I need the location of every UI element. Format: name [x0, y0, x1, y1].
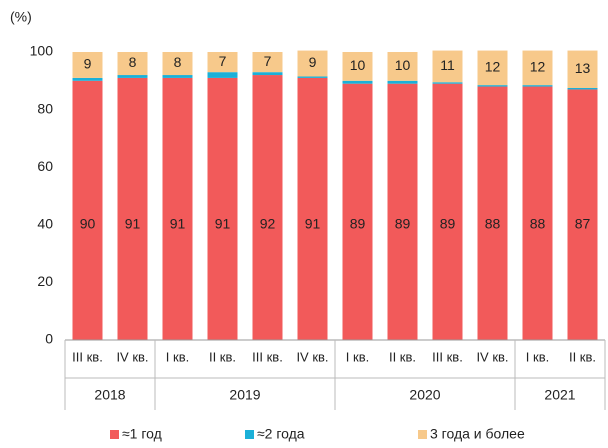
- bar-segment: [432, 82, 463, 84]
- data-label: 11: [440, 57, 455, 73]
- x-tick-label: II кв.: [389, 349, 416, 364]
- bar-segment: [162, 77, 193, 341]
- data-label: 7: [219, 53, 227, 69]
- legend-swatch: [110, 430, 119, 439]
- bar-segment: [252, 72, 283, 76]
- bar-segment: [297, 77, 328, 341]
- data-label: 7: [264, 53, 272, 69]
- y-tick-label: 20: [37, 273, 53, 289]
- legend-label: ≈2 года: [257, 426, 305, 442]
- x-tick-label: III кв.: [72, 349, 103, 364]
- data-label: 89: [440, 216, 456, 232]
- y-tick-label: 0: [45, 331, 53, 347]
- data-label: 89: [395, 216, 411, 232]
- data-label: 89: [350, 216, 366, 232]
- bar-segment: [207, 77, 238, 341]
- bar-segment: [567, 88, 598, 90]
- bar-segment: [117, 52, 148, 76]
- bar-segment: [387, 83, 418, 341]
- bar-segment: [342, 52, 373, 81]
- bar-segment: [72, 52, 103, 78]
- data-label: 13: [575, 60, 591, 76]
- data-label: 12: [485, 59, 501, 75]
- data-label: 92: [260, 216, 276, 232]
- data-label: 8: [129, 54, 137, 70]
- x-tick-label: IV кв.: [476, 349, 508, 364]
- data-label: 10: [350, 57, 366, 73]
- x-tick-label: III кв.: [252, 349, 283, 364]
- bar-segment: [387, 80, 418, 84]
- x-group-label: 2021: [544, 387, 575, 403]
- bar-segment: [477, 85, 508, 87]
- bar-segment: [252, 75, 283, 340]
- bar-segment: [387, 52, 418, 81]
- data-label: 9: [309, 54, 317, 70]
- bar-segment: [297, 76, 328, 78]
- x-group-label: 2018: [94, 387, 125, 403]
- data-label: 91: [125, 216, 141, 232]
- bar-segment: [342, 83, 373, 341]
- bar-segment: [432, 83, 463, 341]
- data-label: 91: [215, 216, 231, 232]
- x-tick-label: IV кв.: [116, 349, 148, 364]
- x-tick-label: I кв.: [166, 349, 189, 364]
- x-tick-label: IV кв.: [296, 349, 328, 364]
- x-tick-label: I кв.: [346, 349, 369, 364]
- data-label: 91: [305, 216, 321, 232]
- x-tick-label: II кв.: [209, 349, 236, 364]
- legend-label: 3 года и более: [430, 426, 525, 442]
- y-axis-label: (%): [10, 9, 32, 25]
- data-label: 8: [174, 54, 182, 70]
- x-group-label: 2019: [229, 387, 260, 403]
- x-tick-label: I кв.: [526, 349, 549, 364]
- data-label: 88: [530, 216, 546, 232]
- bar-segment: [477, 86, 508, 340]
- legend-label: ≈1 год: [122, 426, 162, 442]
- y-tick-label: 40: [37, 216, 53, 232]
- data-label: 90: [80, 216, 96, 232]
- x-tick-label: II кв.: [569, 349, 596, 364]
- data-label: 88: [485, 216, 501, 232]
- data-label: 87: [575, 216, 591, 232]
- bar-segment: [522, 85, 553, 87]
- bar-segment: [162, 52, 193, 76]
- x-group-label: 2020: [409, 387, 440, 403]
- legend-swatch: [418, 430, 427, 439]
- bar-segment: [432, 50, 463, 83]
- data-label: 9: [84, 56, 92, 72]
- bar-segment: [117, 75, 148, 78]
- bar-segment: [207, 72, 238, 78]
- x-tick-label: III кв.: [432, 349, 463, 364]
- bar-segment: [567, 50, 598, 88]
- bar-segment: [207, 52, 238, 73]
- bar-segment: [162, 75, 193, 78]
- bar-segment: [297, 50, 328, 77]
- bar-segment: [477, 50, 508, 86]
- data-label: 10: [395, 57, 411, 73]
- bar-segment: [342, 80, 373, 84]
- bar-segment: [522, 50, 553, 86]
- bar-segment: [72, 80, 103, 341]
- legend-swatch: [245, 430, 254, 439]
- bar-segment: [567, 89, 598, 340]
- bar-segment: [252, 52, 283, 73]
- bar-segment: [522, 86, 553, 340]
- bar-segment: [117, 77, 148, 341]
- y-tick-label: 60: [37, 158, 53, 174]
- data-label: 91: [170, 216, 186, 232]
- y-tick-label: 100: [30, 43, 54, 59]
- y-tick-label: 80: [37, 100, 53, 116]
- bar-segment: [72, 77, 103, 81]
- data-label: 12: [530, 59, 546, 75]
